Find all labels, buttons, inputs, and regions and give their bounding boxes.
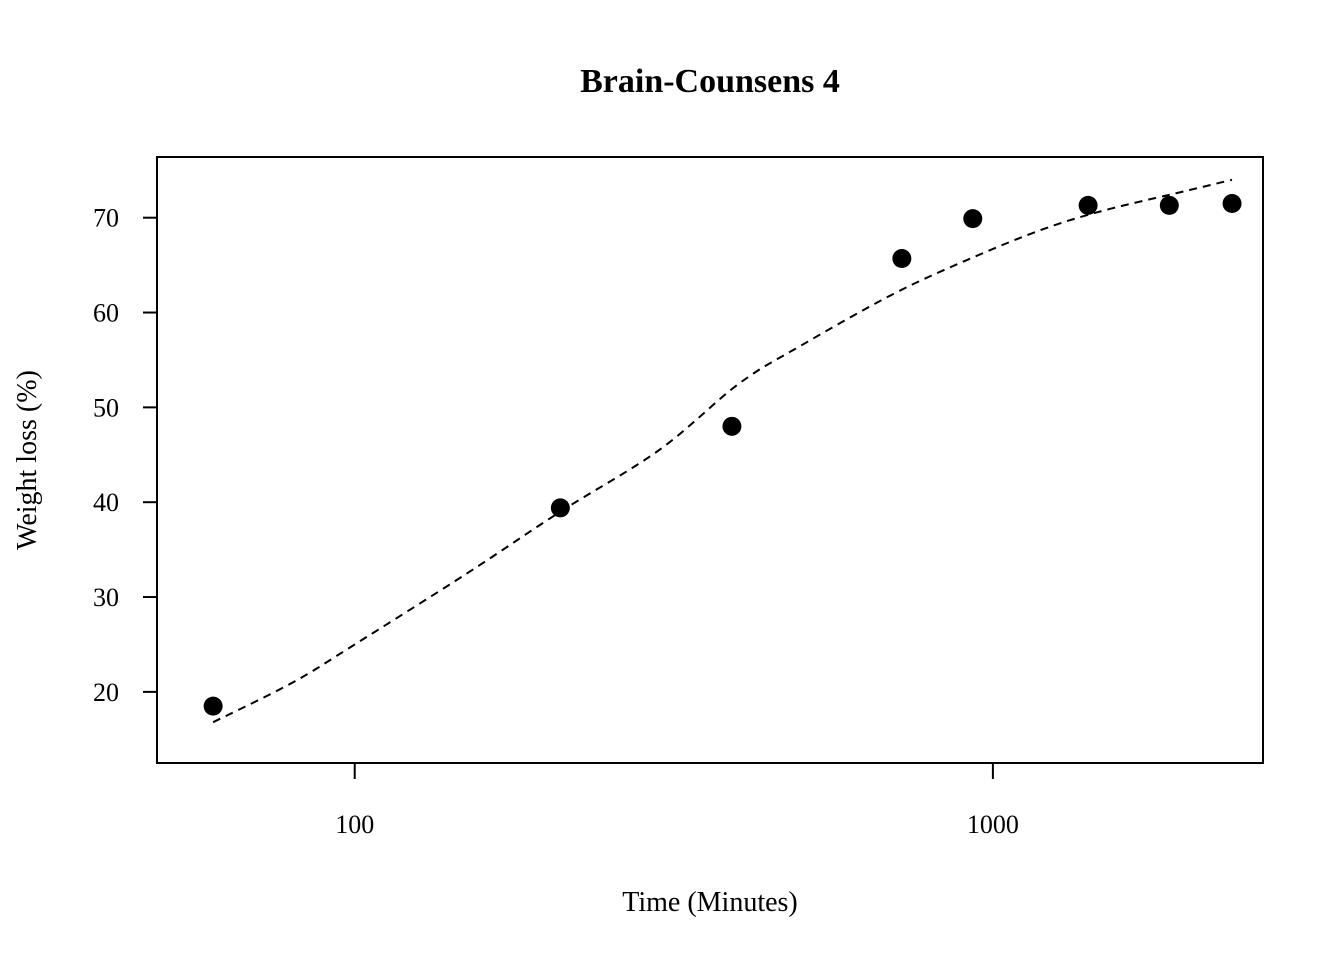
fitted-curve: [212, 178, 1233, 724]
y-tick-label: 70: [93, 204, 119, 233]
y-axis: 20 30 40 50 60 70: [93, 204, 157, 707]
chart-title: Brain-Counsens 4: [580, 63, 840, 100]
y-tick-label: 40: [93, 488, 119, 517]
data-point: [550, 498, 570, 518]
x-axis-label: Time (Minutes): [622, 887, 798, 918]
x-axis: 100 1000: [335, 763, 1019, 839]
y-tick-label: 50: [93, 393, 119, 422]
data-point: [1222, 193, 1242, 213]
x-tick-label: 100: [335, 810, 374, 839]
y-axis-label: Weight loss (%): [12, 370, 43, 550]
y-tick-label: 60: [93, 299, 119, 328]
y-tick-label: 30: [93, 583, 119, 612]
data-point: [1159, 195, 1179, 215]
data-points: [203, 193, 1242, 716]
data-point: [1078, 195, 1098, 215]
data-point: [892, 248, 912, 268]
data-point: [963, 209, 983, 229]
plot-frame: [156, 156, 1264, 764]
data-point: [722, 416, 742, 436]
data-point: [203, 696, 223, 716]
x-tick-label: 1000: [967, 810, 1019, 839]
y-tick-label: 20: [93, 678, 119, 707]
